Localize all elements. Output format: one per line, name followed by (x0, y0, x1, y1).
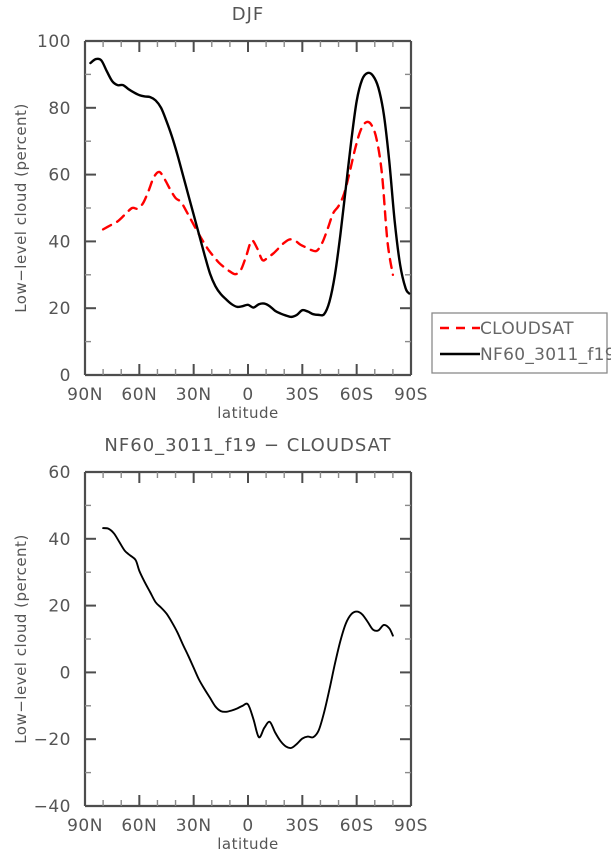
legend-label-cloudsat: CLOUDSAT (480, 319, 574, 339)
legend-box[interactable] (431, 312, 608, 374)
y-tick-label-60: 60 (48, 166, 71, 186)
y-tick-label-80: 80 (48, 99, 71, 119)
panel-title-top: DJF (232, 4, 265, 25)
y-tick-label--40: −40 (34, 797, 71, 817)
x-tick-label-0: 0 (242, 385, 253, 405)
x-tick-label-30N: 30N (176, 816, 212, 836)
x-tick-label-30S: 30S (285, 816, 319, 836)
y-tick-label-0: 0 (60, 366, 71, 386)
series-line-nf60-3011-f19 (89, 57, 411, 319)
series-line-nf60-3011-f19-cloudsat (102, 527, 394, 749)
x-tick-label-60S: 60S (340, 385, 374, 405)
x-tick-label-90S: 90S (394, 816, 428, 836)
x-tick-label-30S: 30S (285, 385, 319, 405)
y-tick-label-20: 20 (48, 299, 71, 319)
y-tick-label-20: 20 (48, 597, 71, 617)
legend: CLOUDSAT NF60_3011_f19 (431, 312, 611, 374)
x-tick-label-90N: 90N (67, 385, 103, 405)
panel-title-bottom: NF60_3011_f19 − CLOUDSAT (104, 435, 391, 456)
y-axis-title-bottom: Low−level cloud (percent) (12, 534, 30, 744)
y-tick-label-0: 0 (60, 663, 71, 683)
x-axis-title-top: latitude (217, 404, 279, 422)
x-tick-label-60N: 60N (121, 385, 157, 405)
y-tick-label-60: 60 (48, 463, 71, 483)
x-axis-title-bottom: latitude (217, 835, 279, 853)
panel-bottom: NF60_3011_f19 − CLOUDSAT 90N 60N 30N 0 30S 60S… (12, 435, 428, 853)
y-tick-label-40: 40 (48, 232, 71, 252)
x-tick-label-30N: 30N (176, 385, 212, 405)
y-tick-label-100: 100 (37, 32, 71, 52)
x-tick-label-60S: 60S (340, 816, 374, 836)
x-tick-label-60N: 60N (121, 816, 157, 836)
y-axis-title-top: Low−level cloud (percent) (12, 103, 30, 313)
x-tick-label-90N: 90N (67, 816, 103, 836)
y-tick-label--20: −20 (34, 730, 71, 750)
legend-label-nf60-3011-f19: NF60_3011_f19 (480, 345, 611, 365)
series-line-cloudsat (101, 120, 395, 276)
y-tick-label-40: 40 (48, 530, 71, 550)
x-tick-label-90S: 90S (394, 385, 428, 405)
x-tick-label-0: 0 (242, 816, 253, 836)
